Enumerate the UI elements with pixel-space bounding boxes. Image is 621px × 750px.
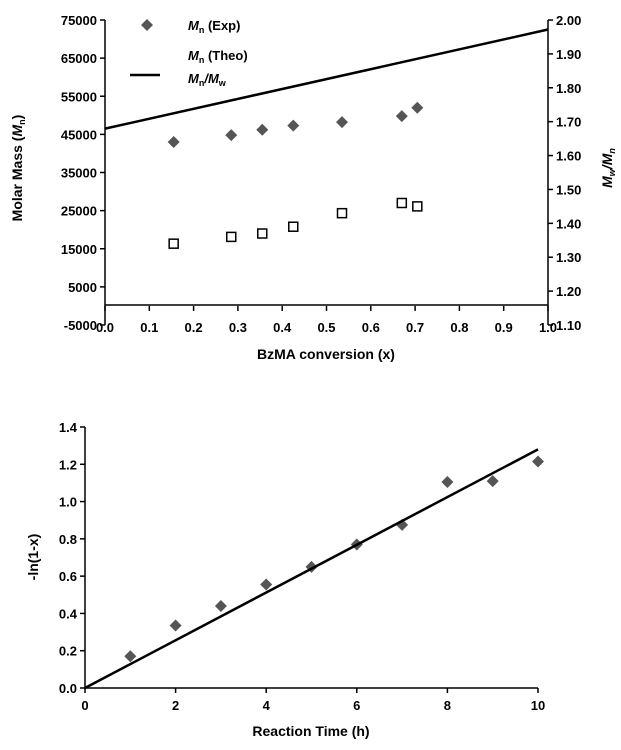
x-tick-label: 1.0	[539, 320, 557, 335]
data-point	[441, 475, 454, 488]
data-point	[532, 455, 544, 468]
x-tick-label: 6	[353, 698, 360, 713]
data-point-mn-exp	[411, 101, 424, 114]
data-point	[214, 599, 227, 612]
x-tick-label: 2	[172, 698, 179, 713]
y-tick-label: 0.2	[59, 644, 77, 659]
x-tick-label: 0.7	[406, 320, 424, 335]
x-tick-label: 4	[263, 698, 271, 713]
y-tick-label: 0.4	[59, 606, 78, 621]
data-point-dispersity	[288, 221, 299, 232]
data-point-dispersity	[396, 197, 408, 209]
data-point-mn-exp	[256, 123, 269, 136]
y-tick-label: 55000	[61, 89, 97, 104]
fit-line	[84, 448, 539, 690]
chart-bottom: 0.0 0.2 0.4 0.6 0.8 1.0 1.2 1.4 0 2 4 6 8 10 Reaction…	[25, 420, 545, 739]
y-right-tick-label: 1.30	[556, 250, 581, 265]
x-tick-label: 0.3	[229, 320, 247, 335]
x-tick-label: 0.2	[185, 320, 203, 335]
series-line-mn-theo	[104, 28, 549, 130]
y-tick-label: 65000	[61, 51, 97, 66]
data-point-mn-exp	[395, 110, 408, 123]
bottom-chart-x-axis-title: Reaction Time (h)	[252, 723, 369, 739]
data-point-dispersity	[226, 231, 237, 243]
y-right-tick-label: 1.70	[556, 115, 581, 130]
y-right-tick-label: 1.60	[556, 149, 581, 164]
y-tick-label: 5000	[68, 280, 97, 295]
y-tick-label: 1.2	[59, 457, 77, 472]
y-right-tick-label: 1.50	[556, 182, 581, 197]
y-tick-label: 75000	[61, 13, 97, 28]
top-chart-right-axis-title: Mw/Mn	[599, 148, 617, 188]
y-tick-label: 0.6	[59, 569, 77, 584]
data-point	[260, 578, 273, 591]
y-right-tick-label: 1.10	[556, 318, 581, 333]
top-chart-x-axis-title: BzMA conversion (x)	[257, 346, 395, 362]
data-point-dispersity	[168, 238, 179, 249]
y-tick-label: 0.8	[59, 532, 77, 547]
y-tick-label: 1.4	[59, 420, 78, 435]
y-right-tick-label: 1.80	[556, 81, 581, 96]
data-point	[124, 650, 137, 663]
chart-top: -5000 5000 15000 25000 35000 45000 55000 65000 7…	[9, 13, 617, 362]
legend-label-mn-theo: Mn (Theo)	[188, 48, 248, 65]
x-tick-label: 0	[81, 698, 88, 713]
legend-item-mn-exp: Mn (Exp)	[141, 18, 240, 35]
legend-label-mn-exp: Mn (Exp)	[188, 18, 240, 35]
data-point-dispersity	[257, 228, 268, 239]
legend-item-mn-theo: Mn (Theo)	[188, 48, 248, 65]
y-tick-label: 1.0	[59, 495, 77, 510]
legend-label-mn-mw: Mn/Mw	[188, 71, 227, 88]
y-tick-label: -5000	[64, 318, 97, 333]
legend-item-mn-mw: Mn/Mw	[130, 71, 227, 88]
top-chart-y-axis-title: Molar Mass (Mn)	[9, 115, 27, 222]
data-point-mn-exp	[336, 116, 349, 129]
x-tick-label: 8	[444, 698, 451, 713]
data-point-mn-exp	[225, 129, 238, 142]
y-right-tick-label: 1.20	[556, 284, 581, 299]
y-tick-label: 15000	[61, 242, 97, 257]
x-tick-label: 0.1	[140, 320, 158, 335]
data-point-mn-exp	[167, 136, 180, 148]
y-right-tick-label: 1.40	[556, 216, 581, 231]
x-tick-label: 0.5	[317, 320, 335, 335]
legend-diamond-marker	[141, 19, 153, 31]
data-point-dispersity	[336, 207, 348, 219]
data-point	[169, 619, 182, 632]
data-point-mn-exp	[287, 119, 300, 132]
data-point	[486, 475, 499, 488]
y-tick-label: 0.0	[59, 681, 77, 696]
legend: Mn (Exp) Mn (Theo) Mn/Mw	[130, 18, 248, 88]
x-tick-label: 10	[531, 698, 545, 713]
y-tick-label: 35000	[61, 166, 97, 181]
x-tick-label: 0.9	[495, 320, 513, 335]
y-tick-label: 25000	[61, 204, 97, 219]
x-tick-label: 0.0	[96, 320, 114, 335]
x-tick-label: 0.4	[273, 320, 292, 335]
data-point-dispersity	[412, 201, 423, 212]
y-right-tick-label: 2.00	[556, 13, 581, 28]
bottom-chart-y-axis-title: -ln(1-x)	[25, 534, 41, 581]
x-tick-label: 0.8	[450, 320, 468, 335]
y-right-tick-label: 1.90	[556, 47, 581, 62]
y-tick-label: 45000	[61, 127, 97, 142]
x-tick-label: 0.6	[362, 320, 380, 335]
